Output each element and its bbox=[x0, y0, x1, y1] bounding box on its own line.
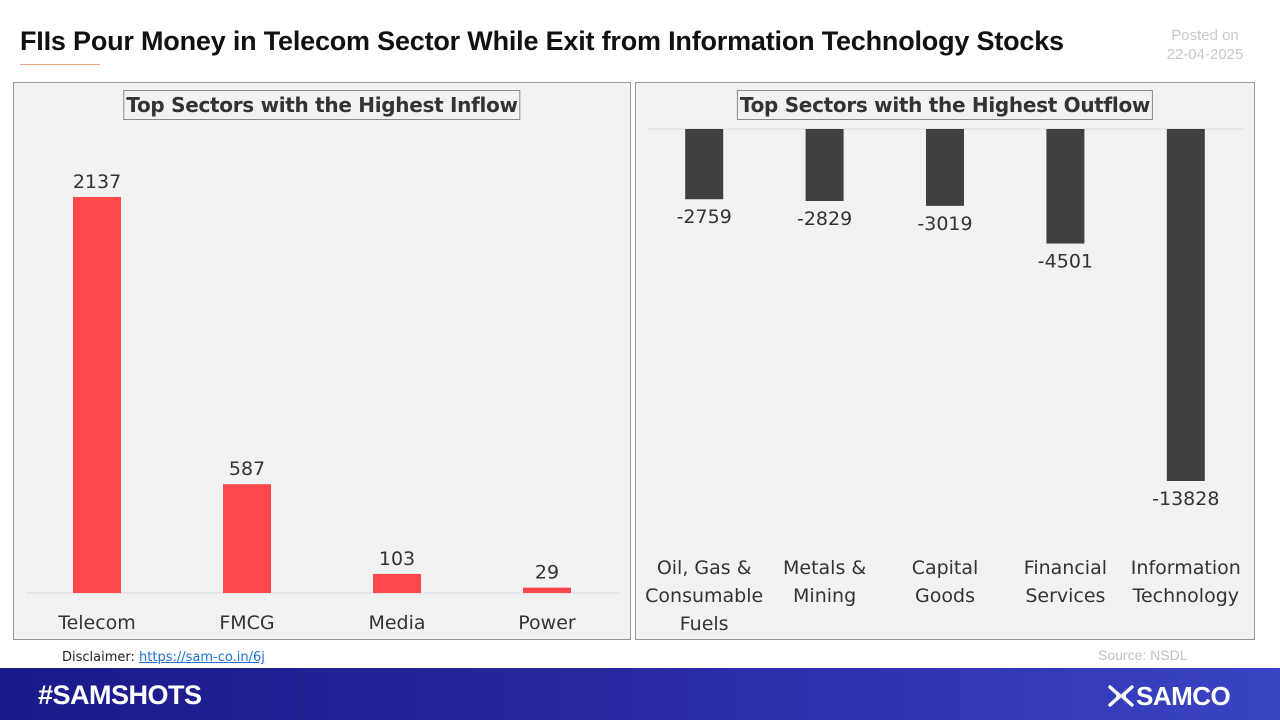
posted-date-value: 22-04-2025 bbox=[1166, 46, 1244, 63]
page-title: FIIs Pour Money in Telecom Sector While … bbox=[20, 26, 1064, 56]
footer-bar: #SAMSHOTS SAMCO bbox=[0, 668, 1280, 720]
inflow-bar-power bbox=[523, 587, 571, 593]
samco-logo-icon bbox=[1108, 685, 1134, 707]
outflow-bar-metals-mining bbox=[805, 129, 844, 202]
posted-label: Posted on bbox=[1171, 27, 1239, 44]
outflow-chart-title: Top Sectors with the Highest Outflow bbox=[736, 90, 1154, 120]
outflow-category-financial-services: Financial Services bbox=[1024, 557, 1107, 607]
brand-name: SAMCO bbox=[1136, 680, 1231, 711]
inflow-data-label-fmcg: 587 bbox=[229, 458, 265, 480]
inflow-data-label-telecom: 2137 bbox=[73, 171, 121, 193]
outflow-bar-information-technology bbox=[1166, 129, 1205, 481]
disclaimer-link[interactable]: https://sam-co.in/6j bbox=[139, 650, 265, 665]
title-underline bbox=[20, 64, 100, 65]
outflow-chart-panel: -2759 Oil, Gas & Consumable Fuels -2829 Metal… bbox=[635, 82, 1255, 640]
outflow-data-label-metals-mining: -2829 bbox=[797, 208, 852, 230]
outflow-bar-capital-goods bbox=[926, 129, 964, 206]
source-note: Source: NSDL bbox=[1098, 647, 1188, 663]
outflow-data-label-information-technology: -13828 bbox=[1152, 488, 1219, 510]
inflow-chart-title: Top Sectors with the Highest Inflow bbox=[123, 90, 521, 120]
outflow-category-capital-goods: Capital Goods bbox=[912, 557, 979, 607]
inflow-data-label-media: 103 bbox=[379, 548, 415, 570]
inflow-category-power: Power bbox=[518, 612, 576, 634]
disclaimer-label: Disclaimer: bbox=[62, 650, 135, 665]
outflow-data-label-capital-goods: -3019 bbox=[917, 213, 972, 235]
inflow-category-fmcg: FMCG bbox=[219, 612, 274, 634]
inflow-bar-media bbox=[373, 573, 421, 593]
outflow-bar-oil-gas-consumable-fuels bbox=[685, 129, 724, 200]
outflow-chart: -2759 Oil, Gas & Consumable Fuels -2829 Metal… bbox=[645, 128, 1244, 635]
inflow-bar-fmcg bbox=[223, 484, 271, 593]
outflow-category-oil-gas-consumable-fuels: Oil, Gas & Consumable Fuels bbox=[645, 557, 763, 635]
outflow-data-label-financial-services: -4501 bbox=[1038, 251, 1093, 273]
outflow-bar-financial-services bbox=[1046, 129, 1085, 244]
inflow-category-media: Media bbox=[368, 612, 425, 634]
inflow-chart: 2137 Telecom 587 FMCG 103 Media 29 Power bbox=[26, 171, 620, 634]
outflow-data-label-oil-gas-consumable-fuels: -2759 bbox=[677, 206, 732, 228]
inflow-data-label-power: 29 bbox=[535, 562, 559, 584]
hashtag: #SAMSHOTS bbox=[38, 680, 202, 710]
inflow-category-telecom: Telecom bbox=[57, 612, 136, 634]
outflow-category-metals-mining: Metals & Mining bbox=[783, 557, 866, 607]
disclaimer: Disclaimer: https://sam-co.in/6j bbox=[62, 650, 265, 665]
inflow-chart-panel: 2137 Telecom 587 FMCG 103 Media 29 Power Top Se… bbox=[13, 82, 631, 640]
posted-date: Posted on 22-04-2025 bbox=[1150, 26, 1260, 64]
outflow-category-information-technology: Information Technology bbox=[1131, 557, 1241, 607]
inflow-bar-telecom bbox=[73, 197, 121, 593]
brand-logo: SAMCO bbox=[1108, 680, 1231, 711]
